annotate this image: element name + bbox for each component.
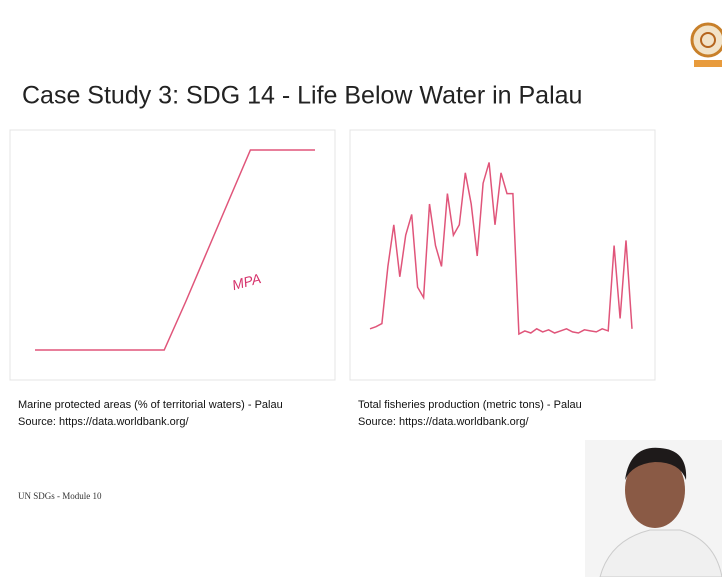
webcam [585, 440, 722, 577]
caption: Marine protected areas (% of territorial… [18, 399, 283, 411]
source: Source: https://data.worldbank.org/ [18, 416, 190, 428]
data-line [369, 162, 633, 336]
slide-title: Case Study 3: SDG 14 - Life Below Water … [22, 82, 582, 110]
footer-text: UN SDGs - Module 10 [18, 491, 102, 501]
logo [690, 22, 722, 67]
annotation: MPA [230, 270, 262, 293]
chart-panel [349, 129, 656, 381]
chart-panel [9, 129, 336, 381]
caption: Total fisheries production (metric tons)… [358, 399, 582, 411]
data-line [35, 149, 315, 351]
source: Source: https://data.worldbank.org/ [358, 416, 530, 428]
